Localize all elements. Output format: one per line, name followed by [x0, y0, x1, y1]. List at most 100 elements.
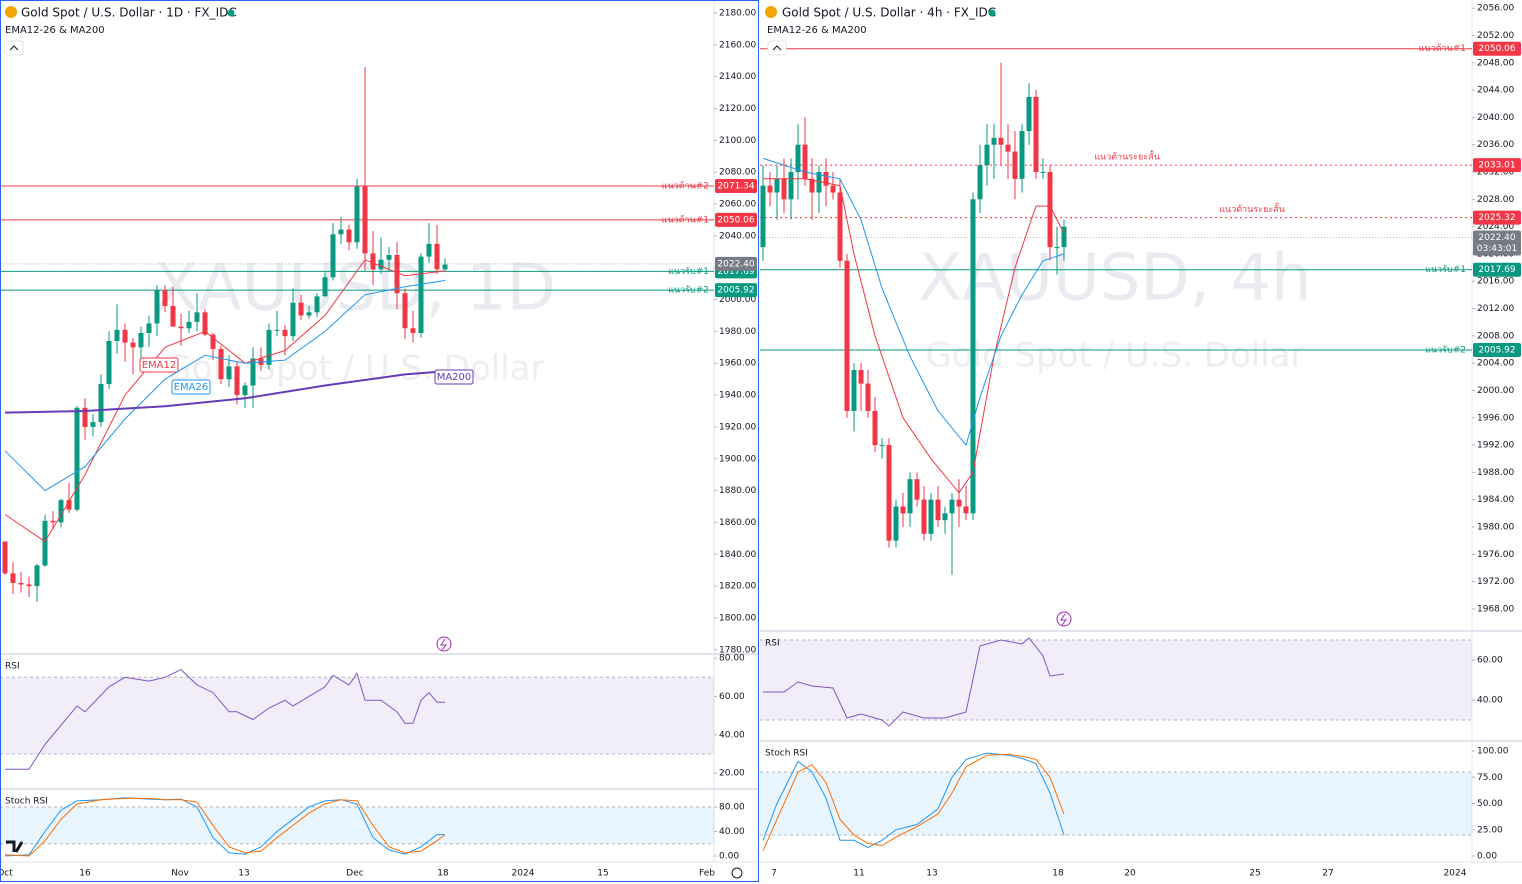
candle-body	[921, 499, 927, 534]
y-tick-label: 2004.00	[1477, 359, 1514, 369]
level-price-tag-bg	[1473, 158, 1521, 173]
candle-body	[809, 178, 815, 193]
candle-body	[330, 234, 336, 278]
candle-body	[210, 334, 216, 349]
y-tick-label: 1976.00	[1477, 550, 1514, 560]
indicator-title: EMA12-26 & MA200	[767, 25, 867, 36]
candle-body	[82, 407, 88, 427]
candle-body	[58, 500, 64, 523]
candle-body	[1019, 131, 1025, 179]
series-tag-bg	[139, 357, 179, 373]
oscillator-line	[4, 797, 446, 857]
candle-body	[914, 479, 920, 500]
candle-body	[816, 172, 822, 193]
candle-body	[370, 253, 376, 270]
x-tick-label: Dec	[346, 869, 363, 879]
candle-body	[378, 259, 384, 270]
x-tick-label: 13	[238, 869, 249, 879]
level-price-tag-bg	[1473, 343, 1521, 358]
last-price-tag-bg	[1473, 230, 1521, 256]
candle-body	[900, 506, 906, 514]
x-tick-label: 20	[1124, 869, 1136, 879]
x-tick-label: 16	[79, 869, 91, 879]
watermark-subtitle: Gold Spot / U.S. Dollar	[926, 336, 1305, 376]
candle-body	[242, 385, 248, 396]
candle-body	[290, 302, 296, 337]
level-price-tag-bg	[715, 212, 757, 227]
oscillator-line	[762, 753, 1065, 852]
y-tick-label: 1968.00	[1477, 604, 1514, 614]
indicator-line	[4, 280, 446, 492]
oscillator-line	[763, 637, 1065, 727]
x-tick-label: 7	[771, 869, 777, 879]
candle-body	[202, 312, 208, 335]
x-tick-label: 2024	[512, 869, 535, 879]
status-dot	[988, 9, 996, 17]
y-tick-label: 1996.00	[1477, 413, 1514, 423]
candle-body	[138, 333, 144, 348]
y-tick-label: 1980.00	[1477, 522, 1514, 532]
candle-body	[186, 321, 192, 329]
level-label: แนวรับ#2	[668, 286, 709, 296]
candle-body	[74, 407, 80, 510]
candle-body	[1061, 226, 1067, 248]
candle-body	[970, 199, 976, 514]
collapse-button[interactable]	[4, 40, 24, 56]
candle-body	[823, 172, 829, 186]
x-tick-label: Oct	[0, 869, 13, 879]
panel-title: Stoch RSI	[5, 797, 48, 807]
level-price-tag: 2017.69	[717, 267, 754, 277]
candle-body	[2, 541, 8, 574]
event-icon[interactable]	[436, 636, 452, 652]
x-tick-label: 11	[853, 869, 864, 879]
watermark: XAUUSD, 4h	[918, 242, 1311, 316]
x-tick-label: 13	[926, 869, 937, 879]
candle-body	[274, 329, 280, 331]
x-tick-label: 18	[437, 869, 449, 879]
y-tick-label: 2036.00	[1477, 140, 1514, 150]
y-tick-label: 2044.00	[1477, 86, 1514, 96]
candle-body	[426, 243, 432, 257]
series-tag: EMA12	[142, 360, 177, 371]
event-icon[interactable]	[1056, 611, 1072, 627]
candle-body	[114, 329, 120, 341]
candle-body	[306, 312, 312, 316]
y-tick-label: 1988.00	[1477, 468, 1514, 478]
y-tick-label: 2040.00	[719, 231, 756, 241]
candle-body	[354, 186, 360, 243]
candle-body	[788, 172, 794, 200]
y-tick-label: 20.00	[719, 769, 745, 779]
indicator-title: EMA12-26 & MA200	[5, 25, 105, 36]
candle-body	[146, 323, 152, 334]
countdown: 03:43:01	[1477, 244, 1517, 254]
candle-body	[282, 329, 288, 337]
candle-body	[130, 342, 136, 348]
level-price-tag: 2005.92	[1478, 346, 1515, 356]
oscillator-line	[4, 797, 445, 857]
candle-body	[1047, 172, 1053, 248]
y-tick-label: 2180.00	[719, 9, 756, 19]
y-tick-label: 40.00	[719, 730, 745, 740]
x-tick-label: 15	[597, 869, 608, 879]
candle-body	[879, 445, 885, 447]
candle-body	[170, 305, 176, 327]
level-label: แนวรับ#2	[1425, 346, 1466, 356]
candle-body	[998, 137, 1004, 145]
y-tick-label: 2048.00	[1477, 58, 1514, 68]
y-tick-label: 1800.00	[719, 613, 756, 623]
symbol-icon	[5, 6, 17, 18]
y-tick-label: 2028.00	[1477, 195, 1514, 205]
indicator-line	[763, 178, 1065, 494]
collapse-button[interactable]	[767, 40, 787, 56]
candle-body	[90, 422, 96, 427]
settings-icon[interactable]	[731, 867, 743, 879]
watermark: XAUUSD, 1D	[154, 252, 556, 326]
candle-body	[949, 499, 955, 514]
candle-body	[194, 312, 200, 322]
candle-body	[226, 366, 232, 380]
x-tick-label: Nov	[171, 869, 189, 879]
y-tick-label: 1992.00	[1477, 441, 1514, 451]
